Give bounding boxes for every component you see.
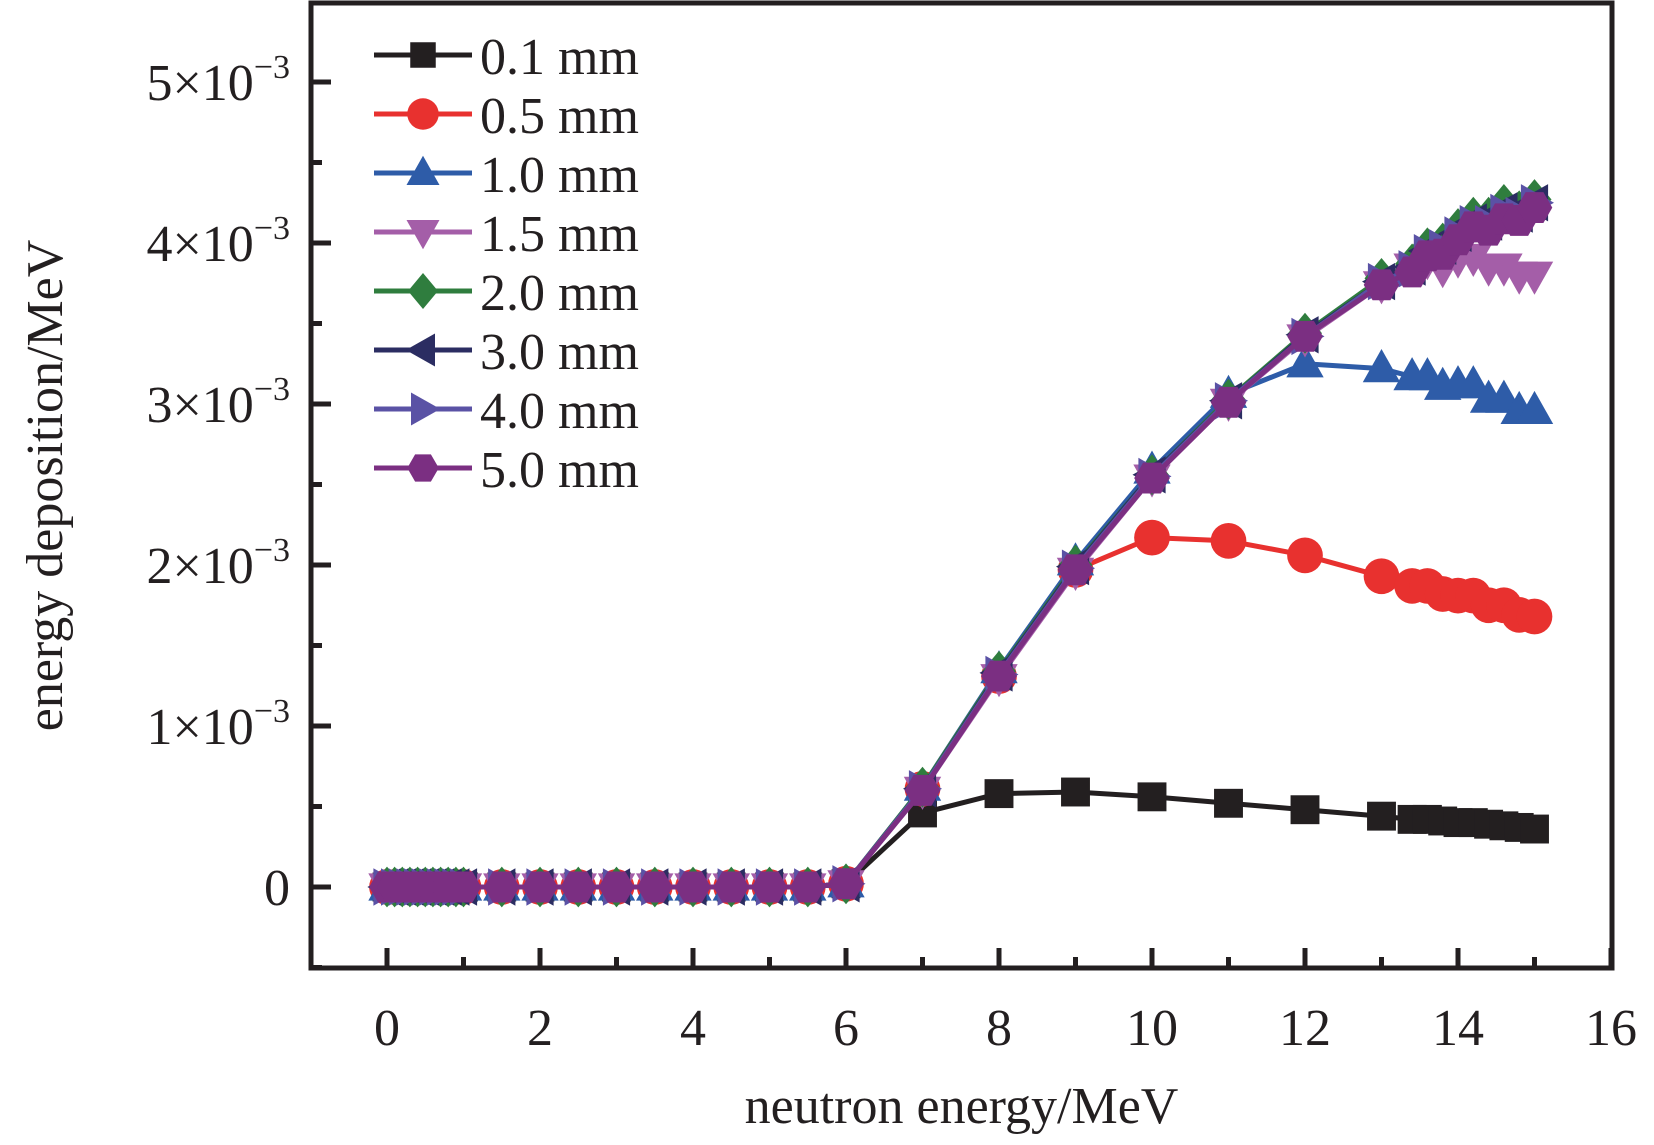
data-point — [904, 774, 941, 806]
x-tick-label: 14 — [1432, 1000, 1484, 1057]
data-point — [1367, 801, 1396, 831]
data-point — [1210, 523, 1247, 559]
data-point — [1363, 269, 1400, 301]
series-line — [387, 535, 1535, 890]
data-point — [984, 779, 1014, 809]
legend-label: 4.0 mm — [480, 383, 639, 440]
legend-marker-icon — [407, 454, 439, 482]
legend-marker-icon — [410, 42, 436, 68]
legend-item: 0.5 mm — [374, 88, 639, 145]
x-tick-label: 12 — [1279, 1000, 1331, 1057]
data-point — [1287, 320, 1323, 352]
legend-item: 1.5 mm — [374, 206, 639, 263]
x-tick-label: 8 — [986, 1000, 1012, 1057]
legend-marker-icon — [407, 98, 439, 130]
legend-item: 0.1 mm — [374, 29, 639, 86]
data-point — [1520, 814, 1549, 844]
legend-label: 5.0 mm — [480, 442, 639, 499]
y-tick-label: 5×10−3 — [146, 49, 290, 112]
x-tick-label: 6 — [833, 1000, 859, 1057]
data-point — [981, 660, 1017, 692]
legend: 0.1 mm0.5 mm1.0 mm1.5 mm2.0 mm3.0 mm4.0 … — [374, 29, 639, 499]
legend-label: 0.1 mm — [480, 29, 639, 86]
legend-marker-icon — [408, 273, 438, 309]
legend-item: 1.0 mm — [374, 147, 639, 204]
legend-marker-icon — [411, 392, 441, 426]
data-point — [636, 871, 673, 903]
legend-marker-icon — [405, 333, 435, 367]
legend-item: 2.0 mm — [374, 265, 639, 322]
data-point — [1134, 462, 1170, 494]
data-point — [1363, 558, 1400, 595]
x-tick-label: 4 — [680, 1000, 706, 1057]
data-point — [1287, 537, 1323, 574]
data-point — [560, 871, 597, 903]
data-point — [1134, 519, 1170, 556]
legend-marker-icon — [406, 155, 440, 185]
y-tick-label: 2×10−3 — [146, 532, 290, 595]
series-layer — [367, 179, 1554, 908]
x-tick-label: 16 — [1585, 1000, 1637, 1057]
legend-label: 0.5 mm — [480, 88, 639, 145]
x-axis: 0 2 4 6 8 10 12 14 16 — [374, 948, 1637, 1057]
data-point — [789, 871, 826, 903]
data-point — [522, 871, 558, 903]
data-point — [675, 871, 711, 903]
legend-label: 2.0 mm — [480, 265, 639, 322]
data-point — [751, 871, 788, 903]
y-axis-title: energy deposition/MeV — [17, 240, 74, 732]
data-point — [1057, 554, 1094, 586]
legend-item: 4.0 mm — [374, 383, 639, 440]
data-point — [1137, 782, 1167, 812]
legend-label: 1.5 mm — [480, 206, 639, 263]
y-tick-label: 1×10−3 — [146, 693, 290, 756]
legend-item: 5.0 mm — [374, 442, 639, 499]
legend-label: 3.0 mm — [480, 324, 639, 381]
data-point — [1454, 365, 1492, 399]
legend-marker-icon — [406, 220, 440, 250]
x-tick-label: 2 — [527, 1000, 553, 1057]
data-point — [828, 868, 864, 900]
x-axis-title: neutron energy/MeV — [745, 1078, 1179, 1135]
series-5_0-mm — [369, 192, 1553, 903]
x-tick-label: 0 — [374, 1000, 400, 1057]
y-axis: 0 1×10−3 2×10−3 3×10−3 4×10−3 5×10−3 — [146, 49, 331, 970]
data-point — [713, 871, 750, 903]
data-point — [1286, 344, 1324, 378]
legend-label: 1.0 mm — [480, 147, 639, 204]
data-point — [1515, 390, 1554, 424]
data-point — [1214, 788, 1243, 818]
legend-item: 3.0 mm — [374, 324, 639, 381]
y-tick-label: 3×10−3 — [146, 371, 290, 434]
data-point — [1290, 795, 1320, 825]
x-tick-label: 10 — [1126, 1000, 1178, 1057]
series-0_5-mm — [369, 519, 1553, 905]
data-point — [1362, 349, 1401, 383]
data-point — [1061, 777, 1090, 807]
data-point — [1516, 192, 1553, 223]
data-point — [1516, 598, 1553, 635]
y-tick-label: 0 — [264, 860, 290, 917]
series-line — [387, 789, 1535, 890]
data-point — [598, 871, 635, 903]
y-tick-label: 4×10−3 — [146, 210, 290, 273]
data-point — [445, 871, 482, 903]
data-point — [483, 871, 520, 903]
data-point — [1210, 386, 1247, 418]
data-point — [1515, 261, 1554, 295]
